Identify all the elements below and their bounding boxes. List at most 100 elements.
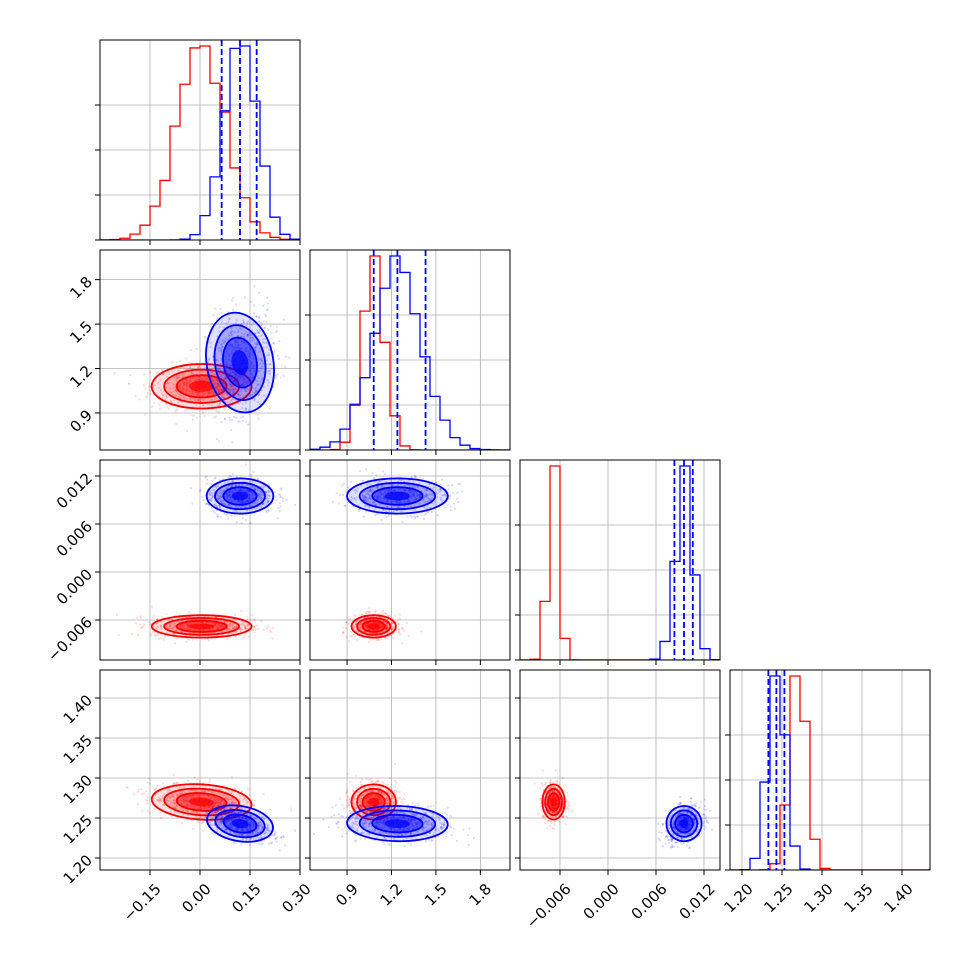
scatter-point: [400, 502, 403, 505]
scatter-point: [255, 343, 258, 346]
scatter-point: [250, 353, 253, 356]
scatter-point: [248, 379, 251, 382]
scatter-point: [236, 392, 239, 395]
scatter-point: [237, 420, 240, 423]
scatter-point: [207, 492, 210, 495]
scatter-point: [353, 614, 356, 617]
scatter-point: [249, 504, 253, 507]
scatter-point: [227, 484, 230, 488]
scatter-point: [204, 789, 207, 792]
scatter-point: [207, 392, 211, 395]
scatter-point: [233, 370, 236, 374]
scatter-point: [250, 498, 253, 501]
scatter-point: [237, 402, 240, 405]
y-tick-label: 1.2: [66, 362, 96, 392]
scatter-point: [153, 384, 156, 387]
scatter-point: [185, 798, 188, 802]
scatter-point: [154, 635, 157, 638]
scatter-point: [424, 489, 427, 493]
scatter-point: [187, 385, 190, 388]
scatter-point: [268, 497, 271, 500]
scatter-point: [229, 496, 232, 499]
scatter-point: [429, 498, 432, 501]
scatter-point: [248, 500, 251, 503]
scatter-point: [190, 803, 193, 807]
scatter-point: [196, 805, 199, 809]
scatter-point: [220, 343, 223, 346]
scatter-point: [222, 392, 225, 396]
scatter-point: [246, 484, 250, 487]
scatter-point: [194, 398, 197, 401]
scatter-point: [167, 408, 170, 411]
scatter-point: [244, 390, 247, 393]
scatter-point: [378, 495, 381, 499]
scatter-point: [414, 515, 417, 518]
scatter-point: [235, 501, 238, 504]
scatter-point: [153, 614, 156, 617]
scatter-point: [183, 622, 187, 626]
scatter-point: [369, 494, 372, 498]
scatter-point: [209, 369, 212, 372]
scatter-point: [184, 799, 187, 802]
scatter-point: [260, 505, 263, 509]
scatter-point: [364, 468, 368, 471]
scatter-point: [247, 355, 250, 358]
scatter-point: [226, 486, 229, 490]
scatter-point: [244, 505, 247, 508]
scatter-point: [217, 390, 220, 393]
scatter-point: [245, 389, 248, 392]
scatter-point: [224, 496, 227, 499]
scatter-point: [183, 381, 186, 384]
scatter-point: [235, 340, 238, 344]
scatter-point: [230, 389, 233, 392]
scatter-point: [363, 494, 366, 498]
scatter-point: [182, 384, 185, 387]
scatter-point: [398, 501, 402, 504]
scatter-point: [397, 627, 400, 631]
scatter-point: [209, 497, 213, 501]
scatter-point: [390, 501, 393, 504]
scatter-point: [385, 625, 388, 629]
scatter-point: [238, 500, 241, 503]
scatter-point: [410, 491, 413, 494]
scatter-point: [235, 505, 238, 508]
y-tick-label: 0.9: [66, 406, 96, 436]
scatter-point: [233, 379, 236, 382]
scatter-point: [205, 502, 208, 505]
scatter-point: [414, 475, 417, 478]
scatter-point: [136, 633, 140, 637]
scatter-point: [246, 489, 249, 492]
scatter-point: [174, 378, 177, 381]
scatter-point: [366, 623, 369, 626]
scatter-point: [366, 492, 369, 495]
scatter-point: [166, 788, 170, 791]
scatter-point: [391, 626, 394, 629]
scatter-point: [254, 628, 257, 631]
scatter-point: [238, 343, 241, 346]
scatter-point: [394, 500, 398, 503]
scatter-point: [191, 389, 194, 393]
scatter-point: [433, 500, 436, 503]
scatter-point: [261, 341, 265, 344]
scatter-point: [175, 391, 179, 394]
scatter-point: [365, 625, 368, 629]
scatter-point: [216, 496, 220, 500]
scatter-point: [210, 812, 214, 815]
scatter-point: [259, 367, 262, 370]
scatter-point: [446, 503, 449, 507]
scatter-point: [390, 627, 393, 631]
scatter-point: [260, 360, 263, 363]
scatter-point: [234, 416, 238, 419]
scatter-point: [386, 626, 389, 629]
scatter-point: [221, 395, 224, 398]
scatter-point: [377, 627, 380, 631]
scatter-point: [170, 627, 174, 630]
scatter-point: [379, 494, 382, 498]
scatter-point: [231, 625, 234, 628]
scatter-point: [379, 480, 382, 483]
scatter-point: [201, 790, 204, 793]
scatter-point: [383, 490, 387, 493]
scatter-point: [188, 381, 191, 384]
scatter-point: [182, 396, 185, 399]
scatter-point: [223, 512, 226, 515]
